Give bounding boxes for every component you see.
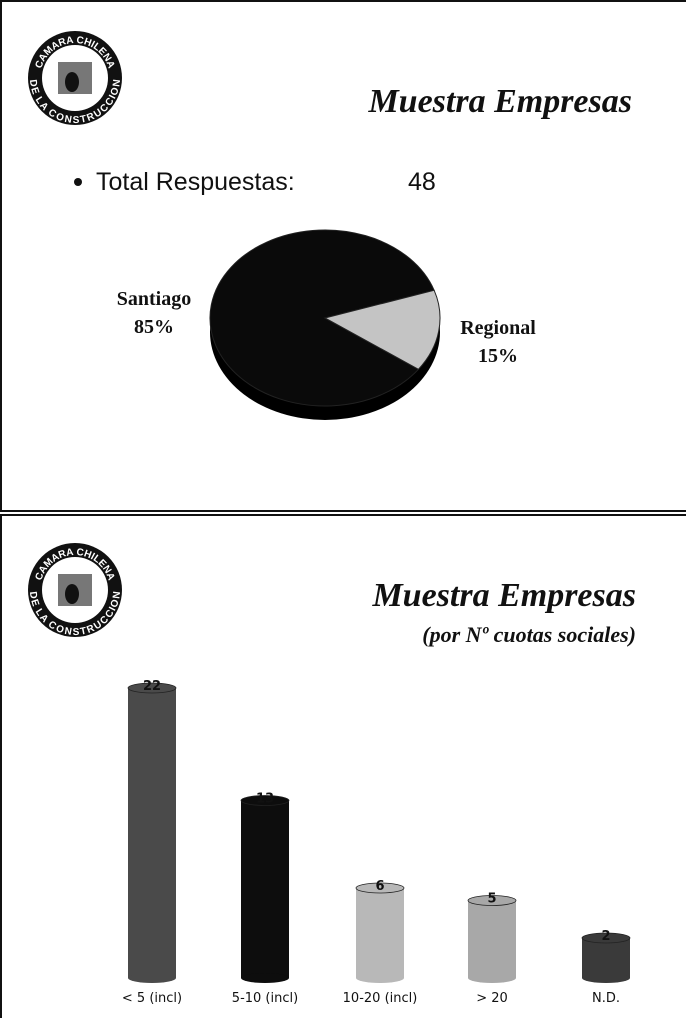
logo: CAMARA CHILENA DE LA CONSTRUCCION [27,31,123,126]
data-label: 13 [256,792,274,807]
logo: CAMARA CHILENA DE LA CONSTRUCCION [27,543,123,638]
cylinder-body [241,800,289,978]
cylinder-body [582,938,630,978]
slice-value-label: 15% [478,345,518,367]
cylinder-bottom [356,973,404,983]
bullet [74,178,82,186]
annotation-label: Total Respuestas: [96,168,295,196]
cylinder-bar [581,932,631,983]
cylinder-top [127,682,177,694]
data-label: 2 [601,929,610,944]
x-tick-label: 10-20 (incl) [343,991,418,1006]
chart-title: Muestra Empresas [371,577,636,614]
chart-subtitle: (por Nº cuotas sociales) [422,622,636,647]
pie-slice [209,229,435,407]
cylinder-top [355,882,405,894]
cylinder-body [128,688,176,978]
cylinder-bottom [468,973,516,983]
slide-frame [0,514,686,1018]
slice-label: Santiago [117,288,191,310]
cylinder-top [581,932,631,944]
data-label: 22 [143,679,161,694]
cylinder-bar [355,882,405,983]
cylinder-bar [240,795,290,983]
annotation-value: 48 [408,168,436,196]
slice-label: Regional [460,317,536,339]
slice-value-label: 85% [134,316,174,338]
pie-slice [323,289,441,370]
cylinder-body [356,888,404,978]
x-tick-label: > 20 [476,991,508,1006]
cylinder-bottom [582,973,630,983]
data-label: 5 [487,892,496,907]
cylinder-bar [127,682,177,983]
x-tick-label: N.D. [592,991,620,1006]
cylinder-bottom [128,973,176,983]
cylinder-top [240,795,290,806]
x-tick-label: 5-10 (incl) [232,991,298,1006]
chart-title: Muestra Empresas [367,83,632,120]
slide-frame [0,0,686,512]
cylinder-body [468,900,516,978]
cylinder-bottom [241,973,289,983]
cylinder-top [467,895,517,906]
data-label: 6 [375,879,384,894]
cylinder-bar [467,895,517,983]
x-tick-label: < 5 (incl) [122,991,182,1006]
